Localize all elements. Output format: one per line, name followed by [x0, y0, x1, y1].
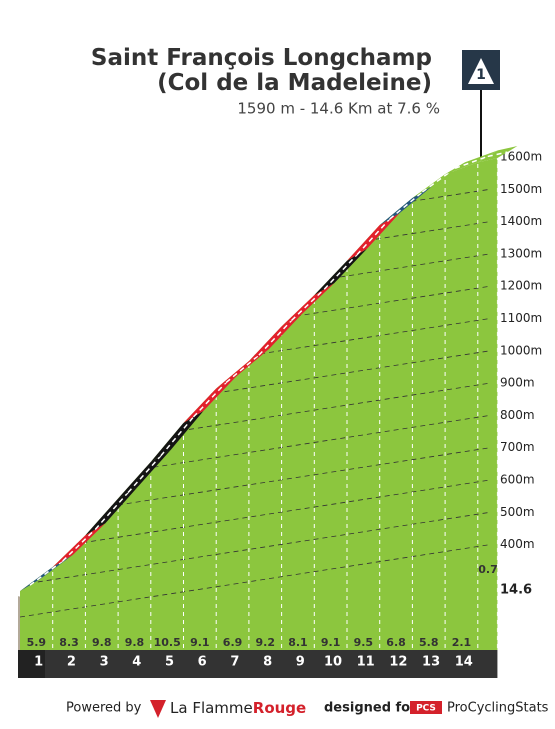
center-dash [389, 191, 423, 220]
x-tick-label: 3 [100, 655, 109, 670]
gradient-label: 9.8 [92, 636, 112, 649]
flamme-logo [150, 700, 166, 718]
center-dash [225, 354, 260, 384]
grid-line [20, 447, 491, 521]
grid-line [20, 511, 491, 586]
center-dash [487, 151, 508, 158]
gradient-segment [445, 150, 498, 175]
x-tick-label: 9 [296, 655, 305, 670]
center-dash [323, 254, 358, 290]
gradient-label: 5.9 [27, 636, 47, 649]
pcs-text: PCS [416, 704, 436, 714]
center-dash [258, 319, 293, 356]
gradient-label: 0.7 [478, 563, 498, 576]
gradient-segment [118, 449, 171, 499]
footer-powered: Powered by [66, 701, 142, 716]
x-tick-label: 2 [67, 655, 76, 670]
gradient-label: 2.1 [452, 636, 472, 649]
gradient-segment [183, 376, 237, 423]
y-tick-label: 900m [500, 376, 535, 390]
chart-subtitle: 1590 m - 14.6 Km at 7.6 % [237, 100, 440, 118]
gradient-label: 9.8 [125, 636, 145, 649]
gradient-label: 5.8 [419, 636, 439, 649]
gradient-label: 6.8 [386, 636, 406, 649]
x-tick-label: 6 [198, 655, 207, 670]
y-tick-label: 400m [500, 537, 535, 551]
badge-text: 1 [476, 67, 486, 83]
y-tick-label: 800m [500, 408, 535, 422]
gradient-segment [314, 248, 367, 296]
gradient-label: 9.5 [354, 636, 374, 649]
x-tick-label: 14.6 [500, 583, 532, 598]
x-tick-label: 11 [357, 655, 375, 670]
x-tick-label: 14 [455, 655, 473, 670]
y-tick-label: 1400m [500, 214, 542, 228]
brand-part: La Flamme [170, 699, 253, 717]
gradient-label: 8.1 [288, 636, 308, 649]
y-tick-label: 600m [500, 473, 535, 487]
gradient-segment [347, 213, 400, 261]
x-tick-label: 5 [165, 655, 174, 670]
profile-body [20, 158, 498, 651]
x-tick-label: 1 [34, 655, 43, 670]
gradient-segment [150, 410, 204, 462]
y-tick-label: 1300m [500, 246, 542, 260]
center-dash [62, 528, 96, 562]
y-tick-label: 500m [500, 505, 535, 519]
center-dash [421, 167, 456, 193]
gradient-segment [85, 486, 139, 536]
x-tick-label: 13 [422, 655, 440, 670]
gradient-segment [248, 314, 302, 362]
gradient-label: 9.2 [256, 636, 276, 649]
gradient-label: 10.5 [154, 636, 181, 649]
gradient-label: 9.1 [190, 636, 210, 649]
y-tick-label: 1500m [500, 182, 542, 196]
grid-line [20, 350, 491, 424]
grid-line [20, 544, 491, 618]
grid-line [20, 382, 491, 456]
center-dash [291, 288, 325, 321]
center-dash [454, 155, 489, 169]
footer-designed: designed for [324, 701, 417, 716]
pcs-logo [410, 701, 442, 714]
x-tick-label: 10 [324, 655, 342, 670]
y-tick-label: 700m [500, 440, 535, 454]
gradient-label: 9.1 [321, 636, 341, 649]
grid-line [20, 479, 491, 553]
gradient-label: 6.9 [223, 636, 243, 649]
grid-line [20, 415, 491, 489]
center-dash [356, 218, 391, 256]
x-tick-label: 4 [132, 655, 141, 670]
y-tick-label: 1600m [500, 150, 542, 164]
center-dash [29, 560, 64, 586]
km-band-face [18, 650, 45, 678]
x-tick-label: 7 [230, 655, 239, 670]
chart-title: Saint François Longchamp (Col de la Madel… [91, 45, 432, 96]
center-dash [127, 455, 162, 494]
footer-brand1: La FlammeRouge [170, 699, 306, 717]
x-tick-label: 8 [263, 655, 272, 670]
y-tick-label: 1200m [500, 279, 542, 293]
footer-site: ProCyclingStats [447, 701, 549, 716]
badge-triangle [468, 58, 494, 84]
plot: 400m 500m 600m 700m 800m 900m 1000m 1100m 1200m 1… [18, 146, 542, 678]
gradient-label: 8.3 [59, 636, 79, 649]
x-tick-label: 12 [389, 655, 407, 670]
y-tick-label: 1100m [500, 311, 542, 325]
km-band [45, 650, 498, 678]
brand-part: Rouge [253, 699, 306, 717]
center-dash [94, 492, 129, 530]
y-tick-label: 1000m [500, 343, 542, 357]
center-dash [192, 381, 227, 418]
